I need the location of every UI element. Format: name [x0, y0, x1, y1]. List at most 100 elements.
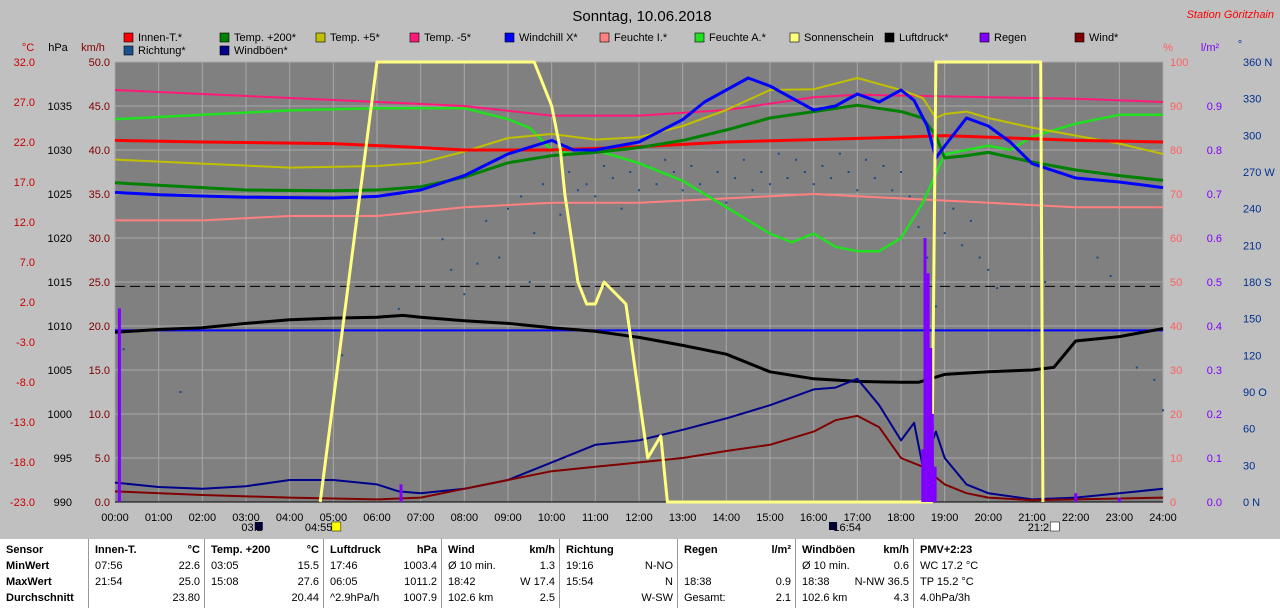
direction-point	[734, 177, 737, 180]
stats-time: Ø 10 min.	[802, 560, 850, 572]
pressure-tick-label: 990	[54, 497, 72, 509]
temp-tick-label: 7.0	[20, 257, 35, 269]
direction-point	[847, 171, 850, 173]
axis-tick-labels: 32.0 27.0 22.0 17.0 12.0 7.0 2.0 -3.0 -8.0 -13.0 -…	[10, 57, 1275, 524]
stats-value: 27.6	[297, 576, 319, 588]
temp-tick-label: 22.0	[14, 137, 35, 149]
stats-value: 1011.2	[404, 576, 437, 588]
temp-tick-label: 27.0	[14, 97, 35, 109]
sunrise-icon	[331, 521, 342, 532]
direction-point	[943, 232, 946, 235]
stats-pmv-row: 4.0hPa/3h	[920, 592, 971, 604]
time-tick-label: 00:00	[101, 512, 129, 524]
stats-unit: l/m²	[771, 544, 791, 556]
wind-tick-label: 20.0	[89, 321, 110, 333]
rain-tick-label: 0.8	[1207, 145, 1222, 157]
stats-time: 18:38	[802, 576, 830, 588]
humidity-tick-label: 10	[1170, 453, 1182, 465]
direction-point	[725, 201, 728, 204]
direction-point	[795, 158, 798, 161]
pressure-tick-label: 1010	[48, 321, 72, 333]
temp-tick-label: 17.0	[14, 177, 35, 189]
direction-point	[812, 183, 815, 186]
direction-tick-label: 300	[1243, 130, 1261, 142]
stats-title: Richtung	[566, 544, 614, 556]
temp-tick-label: -3.0	[16, 337, 35, 349]
stats-time: 06:05	[330, 576, 358, 588]
direction-point	[865, 158, 868, 161]
pressure-tick-label: 1015	[48, 277, 72, 289]
stats-innen-t: Innen-T. °C 07:56 22.6 21:54 25.0 23.80	[89, 539, 205, 608]
legend-label: Temp. +5*	[330, 32, 381, 44]
time-tick-label: 04:00	[276, 512, 304, 524]
wind-tick-label: 5.0	[95, 453, 110, 465]
direction-point	[978, 256, 981, 259]
legend-label: Richtung*	[138, 45, 186, 57]
stats-unit: km/h	[883, 544, 909, 556]
time-tick-label: 05:00	[320, 512, 348, 524]
stats-time: 102.6 km	[448, 592, 494, 604]
humidity-tick-label: 40	[1170, 321, 1182, 333]
temp-tick-label: 32.0	[14, 57, 35, 69]
series-wind	[114, 414, 1164, 502]
data-series	[114, 60, 1164, 504]
humidity-tick-label: 30	[1170, 365, 1182, 377]
moonrise-icon	[254, 522, 263, 530]
stats-value: 2.1	[775, 592, 791, 604]
stats-unit: hPa	[416, 544, 437, 556]
temp-unit-label: °C	[22, 42, 34, 54]
stats-time: 21:54	[95, 576, 123, 588]
time-tick-label: 17:00	[844, 512, 872, 524]
legend-label: Feuchte I.*	[614, 32, 668, 44]
stats-time: Gesamt:	[684, 592, 726, 604]
direction-point	[179, 391, 182, 393]
legend-swatch	[789, 32, 800, 43]
direction-point	[1109, 274, 1112, 277]
legend-swatch	[884, 32, 895, 43]
direction-point	[507, 207, 509, 210]
direction-tick-label: 0 N	[1243, 497, 1260, 509]
direction-point	[716, 171, 719, 173]
series-innen-temp	[114, 134, 1164, 152]
direction-point	[917, 226, 920, 228]
wind-tick-label: 50.0	[89, 57, 110, 69]
legend-swatch	[219, 45, 230, 56]
direction-point	[533, 232, 536, 235]
direction-point	[786, 177, 789, 180]
stats-wind: Wind km/h Ø 10 min. 1.3 18:42 W 17.4 102.6 km 2…	[442, 539, 560, 608]
weather-chart: Sonntag, 10.06.2018 Station Göritzhain I…	[9, 8, 1276, 534]
time-marker-label: 04:55	[305, 522, 333, 534]
stats-value: 22.6	[178, 560, 200, 572]
direction-tick-label: 360 N	[1243, 57, 1272, 69]
legend-label: Innen-T.*	[138, 32, 183, 44]
rain-tick-label: 0.0	[1207, 497, 1222, 509]
stats-value: 1007.9	[403, 592, 437, 604]
temp-tick-label: -8.0	[16, 377, 35, 389]
legend-label: Wind*	[1089, 32, 1119, 44]
stats-title: Windböen	[802, 544, 856, 556]
wind-tick-label: 25.0	[89, 277, 110, 289]
direction-point	[996, 287, 999, 290]
stats-value: 25.0	[178, 576, 200, 588]
pressure-tick-label: 1005	[48, 365, 72, 377]
rain-tick-label: 0.5	[1207, 277, 1222, 289]
direction-point	[122, 348, 125, 351]
wind-tick-label: 40.0	[89, 145, 110, 157]
rain-unit-label: l/m²	[1201, 42, 1220, 54]
stats-title: Wind	[448, 544, 475, 556]
humidity-tick-label: 70	[1170, 189, 1182, 201]
stats-value: W-SW	[641, 592, 673, 604]
humidity-tick-label: 0	[1170, 497, 1176, 509]
stats-value: 2.5	[539, 592, 555, 604]
humidity-tick-label: 60	[1170, 233, 1182, 245]
direction-point	[672, 171, 675, 173]
rain-bar	[923, 238, 927, 502]
direction-point	[594, 195, 597, 198]
time-markers: 03:2 04:55 16:54 21:21	[241, 521, 1060, 534]
stats-time: 07:56	[95, 560, 123, 572]
direction-tick-label: 330	[1243, 94, 1261, 106]
legend-label: Luftdruck*	[899, 32, 949, 44]
rain-bar	[399, 484, 403, 502]
legend-swatch	[504, 32, 515, 43]
temp-tick-label: -13.0	[10, 417, 35, 429]
